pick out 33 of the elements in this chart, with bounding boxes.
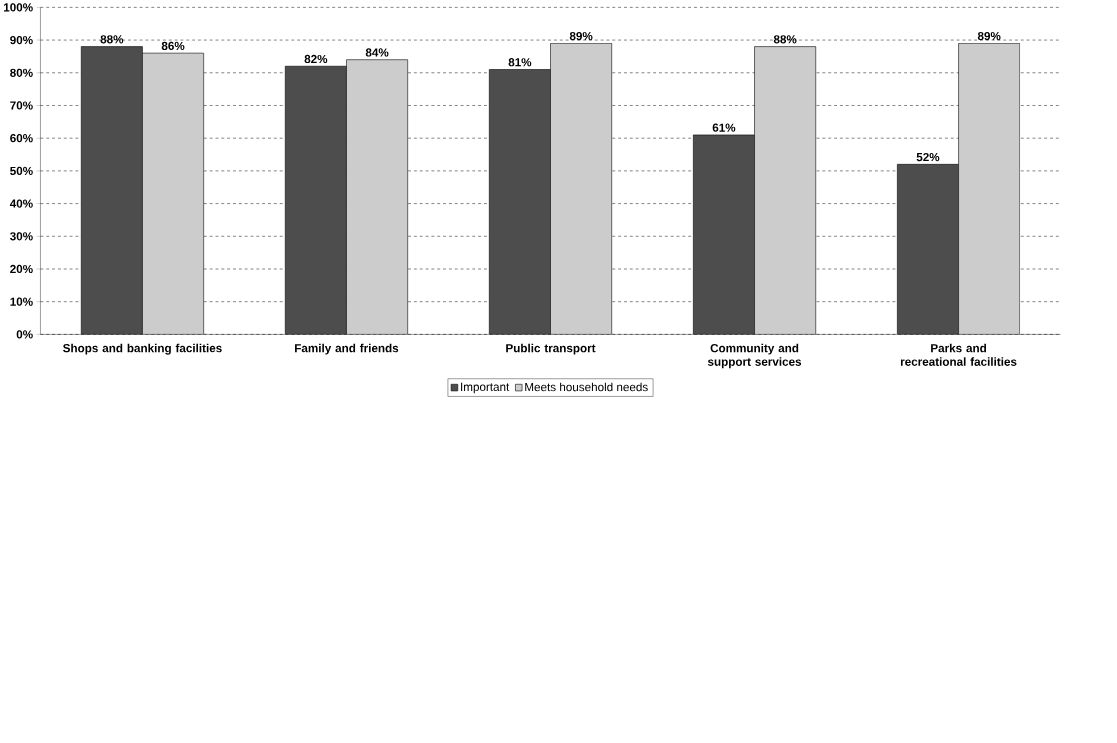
x-tick-label: Shops and banking facilities [63,343,222,355]
x-tick-label: Family and friends [295,343,399,355]
data-label: 88% [100,35,124,44]
bar [81,46,143,335]
x-tick-label: Parks and recreational facilities [900,343,1017,366]
bar [693,134,755,335]
data-label: 86% [161,41,185,50]
data-label: 88% [773,35,797,44]
bar [489,69,551,335]
bar [897,163,959,335]
data-label: 82% [304,54,328,64]
data-label: 84% [365,48,389,57]
y-tick-label: 70% [10,101,33,110]
data-label: 89% [977,31,1001,41]
y-tick-label: 30% [10,232,33,241]
data-label: 61% [712,123,736,132]
legend-label: Important [461,382,510,394]
x-tick-label: Public transport [506,343,596,355]
y-tick-label: 80% [10,68,33,77]
y-tick-label: 50% [10,166,33,175]
y-tick-label: 10% [10,297,33,306]
legend-label: Meets household needs [525,382,648,392]
y-tick-label: 60% [10,133,33,143]
bar [285,66,347,335]
data-label: 89% [569,31,593,41]
y-tick-label: 20% [10,264,33,274]
y-tick-label: 90% [10,35,33,45]
data-label: 81% [508,58,532,67]
y-tick-label: 40% [9,199,33,208]
data-label: 52% [916,152,940,162]
y-tick-label: 0% [16,330,33,339]
x-tick-label: Community and support services [707,343,802,369]
y-tick-label: 100% [3,3,33,12]
